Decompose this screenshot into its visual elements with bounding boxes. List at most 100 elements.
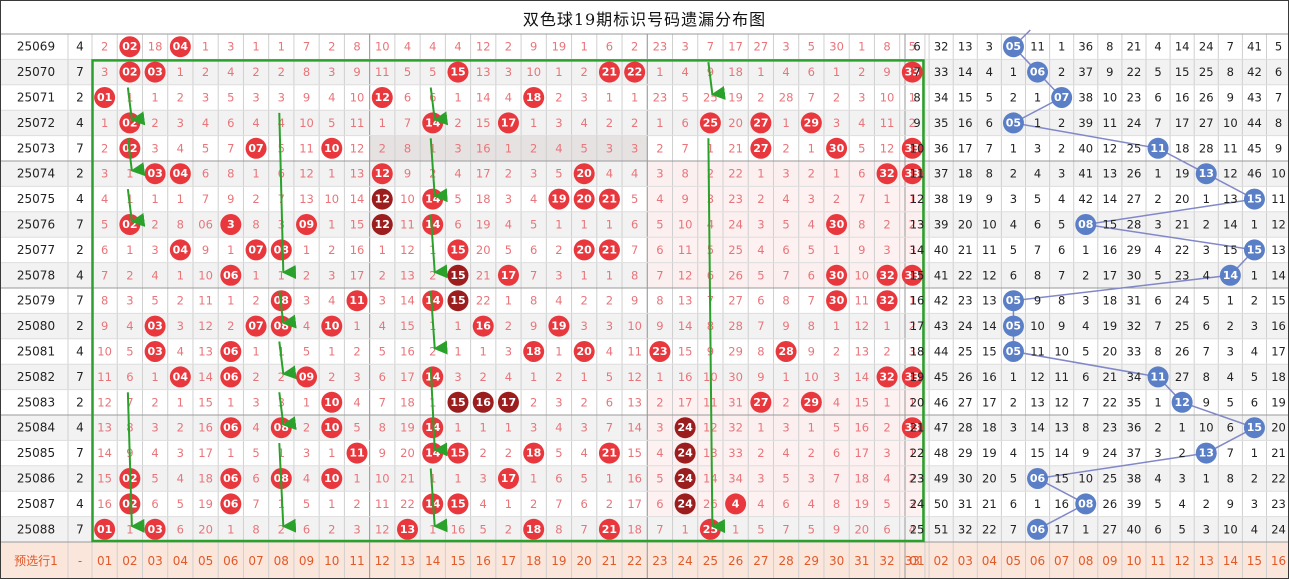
miss-count: 3 bbox=[555, 395, 562, 409]
miss-count: 4 bbox=[1058, 192, 1065, 206]
miss-count: 1 bbox=[1010, 141, 1017, 155]
blue-column-label: 05 bbox=[1006, 554, 1021, 568]
miss-count: 42 bbox=[934, 294, 949, 308]
miss-count: 4 bbox=[757, 243, 764, 257]
miss-count: 4 bbox=[126, 319, 133, 333]
miss-count: 5 bbox=[986, 91, 993, 105]
miss-count: 3 bbox=[177, 446, 184, 460]
blue-column-label: 07 bbox=[1054, 554, 1069, 568]
ball-number: 23 bbox=[652, 345, 667, 358]
miss-count: 7 bbox=[1275, 91, 1282, 105]
row-background bbox=[1, 84, 1288, 111]
ball-number: 12 bbox=[375, 218, 390, 231]
red-ball bbox=[876, 163, 898, 185]
miss-count: 1 bbox=[252, 268, 259, 282]
miss-count: 7 bbox=[656, 268, 663, 282]
miss-count: 1 bbox=[227, 395, 234, 409]
miss-count: 51 bbox=[934, 522, 949, 536]
miss-count: 12 bbox=[1030, 370, 1045, 384]
miss-count: 14 bbox=[97, 446, 112, 460]
miss-count: 2 bbox=[909, 472, 916, 486]
blue-column-label: 01 bbox=[909, 554, 924, 568]
miss-count: 4 bbox=[480, 497, 487, 511]
miss-count: 12 bbox=[476, 40, 491, 54]
miss-count: 35 bbox=[934, 116, 949, 130]
miss-count: 1 bbox=[328, 167, 335, 181]
miss-count: 22 bbox=[1127, 65, 1142, 79]
miss-count: 4 bbox=[858, 116, 865, 130]
ball-number: 06 bbox=[1030, 523, 1046, 536]
miss-count: 44 bbox=[1247, 116, 1262, 130]
miss-count: 1 bbox=[454, 91, 461, 105]
repeat-ball bbox=[674, 417, 696, 439]
red-ball bbox=[800, 112, 822, 134]
miss-count: 5 bbox=[480, 522, 487, 536]
ball-number: 33 bbox=[905, 167, 920, 180]
miss-count: 7 bbox=[656, 522, 663, 536]
ball-number: 01 bbox=[97, 91, 112, 104]
miss-count: 4 bbox=[833, 395, 840, 409]
red-ball bbox=[699, 112, 721, 134]
miss-count: 2 bbox=[883, 421, 890, 435]
ball-number: 17 bbox=[501, 116, 516, 129]
miss-count: 2 bbox=[909, 116, 916, 130]
red-ball bbox=[826, 290, 848, 312]
miss-count: 9 bbox=[858, 243, 865, 257]
miss-count: 1 bbox=[505, 141, 512, 155]
miss-count: 3 bbox=[1010, 421, 1017, 435]
blue-ball bbox=[1002, 341, 1024, 362]
miss-count: 1 bbox=[353, 319, 360, 333]
miss-count: 3 bbox=[909, 497, 916, 511]
miss-count: 6 bbox=[454, 218, 461, 232]
red-ball bbox=[901, 61, 923, 83]
miss-count: 2 bbox=[1058, 141, 1065, 155]
miss-count: 14 bbox=[1271, 268, 1286, 282]
miss-count: 8 bbox=[1154, 345, 1161, 359]
miss-count: 7 bbox=[1154, 319, 1161, 333]
blue-ball bbox=[1243, 239, 1265, 261]
miss-count: 3 bbox=[883, 446, 890, 460]
miss-count: 1 bbox=[581, 268, 588, 282]
ball-number: 18 bbox=[526, 345, 541, 358]
miss-count: 39 bbox=[1078, 116, 1093, 130]
miss-count: 13 bbox=[1223, 192, 1238, 206]
miss-count: 3 bbox=[757, 472, 764, 486]
miss-count: 12 bbox=[400, 243, 415, 257]
red-column-label: 28 bbox=[778, 554, 793, 568]
miss-count: 12 bbox=[299, 167, 314, 181]
miss-count: 3 bbox=[101, 65, 108, 79]
miss-count: 36 bbox=[1127, 421, 1142, 435]
miss-count: 2 bbox=[1010, 91, 1017, 105]
miss-count: 5 bbox=[1178, 522, 1185, 536]
miss-count: 21 bbox=[728, 141, 743, 155]
pattern-arrow bbox=[429, 138, 448, 203]
miss-count: 15 bbox=[350, 218, 365, 232]
miss-count: 1 bbox=[480, 421, 487, 435]
issue-number: 25084 bbox=[17, 421, 55, 435]
miss-count: 40 bbox=[1127, 522, 1142, 536]
miss-count: 4 bbox=[656, 192, 663, 206]
blue-ball bbox=[1027, 61, 1049, 83]
miss-count: 2 bbox=[909, 319, 916, 333]
miss-count: 37 bbox=[934, 167, 949, 181]
red-ball bbox=[573, 163, 595, 185]
miss-count: 47 bbox=[934, 421, 949, 435]
red-ball bbox=[296, 366, 318, 388]
miss-count: 2 bbox=[202, 65, 209, 79]
miss-count: 24 bbox=[1103, 446, 1118, 460]
miss-count: 5 bbox=[151, 472, 158, 486]
miss-count: 5 bbox=[606, 370, 613, 384]
red-ball bbox=[397, 518, 418, 540]
miss-count: 5 bbox=[656, 218, 663, 232]
miss-count: 5 bbox=[429, 65, 436, 79]
miss-count: 4 bbox=[303, 472, 310, 486]
miss-count: 7 bbox=[808, 91, 815, 105]
miss-count: 20 bbox=[198, 522, 213, 536]
miss-count: 2 bbox=[581, 294, 588, 308]
red-column-label: 13 bbox=[400, 554, 415, 568]
blue-ball bbox=[1147, 137, 1169, 159]
miss-count: 16 bbox=[1103, 243, 1118, 257]
miss-count: 3 bbox=[1010, 192, 1017, 206]
miss-count: 32 bbox=[958, 522, 973, 536]
red-column-label: 33 bbox=[905, 554, 920, 568]
